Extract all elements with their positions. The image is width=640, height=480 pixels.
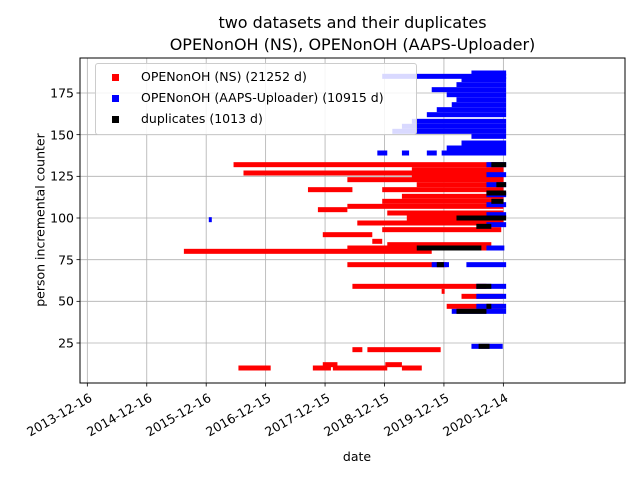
data-run-ns [382,187,504,193]
data-run-ns [401,365,422,371]
legend-entry-aaps: OPENonOH (AAPS-Uploader) (10915 d) [96,89,416,109]
data-run-ns [312,365,331,371]
data-run-ns [243,170,504,176]
data-run-duplicates [416,245,482,251]
legend-marker-ns [112,74,119,81]
data-run-aaps [456,97,507,103]
data-run-ns [387,242,492,248]
data-run-ns [357,220,504,226]
data-run-aaps [411,118,507,124]
data-run-ns [347,177,504,183]
y-tick-label: 125 [50,168,74,184]
data-run-ns [406,215,504,221]
data-run-duplicates [491,198,504,204]
data-run-duplicates [436,262,444,268]
data-run-ns [411,173,504,179]
data-run-duplicates [486,190,507,196]
data-run-aaps [461,140,507,146]
legend-marker-aaps [112,95,119,102]
data-run-ns [401,193,504,199]
data-run-aaps [466,262,507,268]
data-run-duplicates [496,182,507,188]
data-run-aaps [382,73,507,79]
legend-entry-duplicates: duplicates (1013 d) [96,110,416,130]
data-run-aaps [426,150,437,156]
y-tick-label: 100 [50,210,74,226]
legend-entry-ns: OPENonOH (NS) (21252 d) [96,68,416,88]
data-run-aaps [401,123,507,129]
series-ns [183,162,504,371]
y-tick-label: 75 [58,252,74,268]
data-run-aaps [431,87,507,93]
data-run-aaps [471,70,507,76]
data-run-ns [372,238,383,244]
data-run-ns [382,227,502,233]
legend-marker-duplicates [112,116,119,123]
data-run-ns [233,162,504,168]
data-run-ns [307,187,353,193]
y-axis-label: person incremental counter [32,133,48,307]
data-run-aaps [486,182,507,188]
data-run-ns [382,198,504,204]
legend-label-ns: OPENonOH (NS) (21252 d) [141,69,307,84]
data-run-ns [238,365,271,371]
data-run-ns [387,210,504,216]
data-run-aaps [486,212,507,218]
x-axis-label: date [342,449,372,464]
axes-frame [79,57,626,384]
data-run-aaps [486,202,507,208]
legend-label-aaps: OPENonOH (AAPS-Uploader) (10915 d) [141,90,384,105]
data-run-ns [441,288,445,294]
data-run-aaps [446,92,507,98]
data-run-duplicates [456,308,487,314]
data-run-aaps [401,150,410,156]
data-run-ns [446,303,503,309]
data-run-ns [347,262,447,268]
data-run-duplicates [476,223,492,229]
y-tick-label: 150 [50,127,74,143]
data-run-aaps [471,133,507,139]
data-run-aaps [476,293,507,299]
tick-marks [76,92,504,387]
data-run-ns [332,365,388,371]
chart-title-line1: two datasets and their duplicates [218,13,487,32]
series-duplicates [416,162,507,349]
data-run-ns [352,283,487,289]
data-run-ns [411,167,504,173]
data-run-duplicates [456,215,507,221]
data-run-ns [317,207,348,213]
data-run-aaps [441,150,507,156]
data-run-ns [347,203,504,209]
data-run-ns [322,362,338,368]
data-run-ns [352,347,363,353]
data-run-ns [385,362,402,368]
data-run-duplicates [476,283,492,289]
legend-label-duplicates: duplicates (1013 d) [141,111,263,126]
data-marks [183,70,507,371]
data-run-aaps [392,128,507,134]
y-tick-label: 175 [50,85,74,101]
data-run-ns [416,182,504,188]
data-run-aaps [208,217,212,223]
data-run-aaps [377,150,388,156]
data-run-aaps [426,112,507,118]
data-run-duplicates [491,162,507,168]
data-run-duplicates [478,343,490,349]
data-run-aaps [486,245,505,251]
data-run-aaps [446,145,507,151]
data-run-aaps [451,102,507,108]
legend: OPENonOH (NS) (21252 d) OPENonOH (AAPS-U… [95,63,417,135]
data-run-aaps [486,172,507,178]
data-run-aaps [456,82,507,88]
chart-title-line2: OPENonOH (NS), OPENonOH (AAPS-Uploader) [169,35,536,54]
y-tick-label: 25 [58,335,74,351]
data-run-aaps [486,222,507,228]
data-run-ns [367,347,441,353]
y-tick-label: 50 [58,293,74,309]
data-run-ns [322,232,373,238]
data-run-aaps [436,107,507,113]
data-run-ns [183,248,432,254]
data-run-duplicates [486,303,492,309]
data-run-aaps [461,77,507,83]
